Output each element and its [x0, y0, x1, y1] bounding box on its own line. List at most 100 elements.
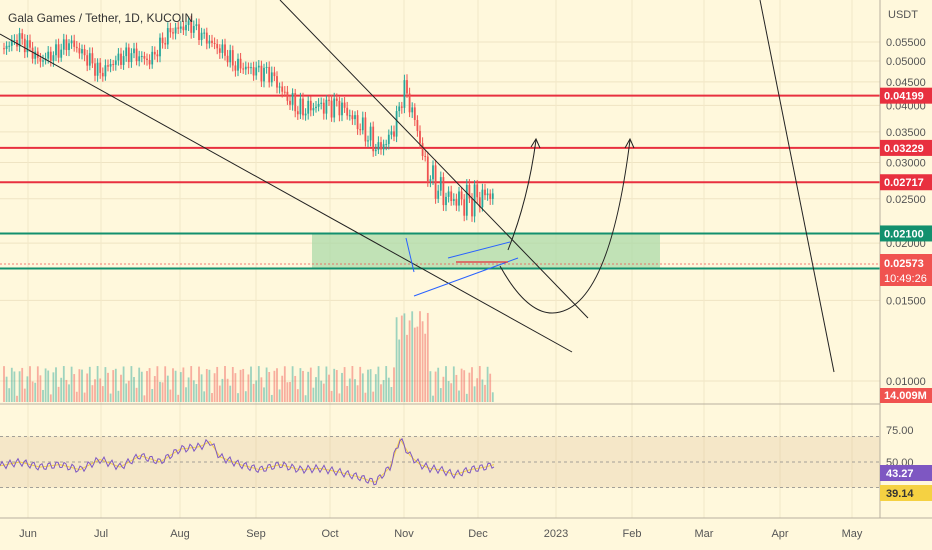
volume-bar — [91, 385, 94, 402]
volume-bar — [361, 373, 364, 402]
price-tick-label: 0.03500 — [886, 127, 926, 139]
rsi-line — [0, 437, 495, 486]
volume-bar — [377, 366, 380, 402]
candle-body — [229, 50, 232, 63]
candle-body — [257, 65, 260, 68]
candle-body — [107, 65, 109, 67]
volume-bar — [226, 378, 229, 402]
volume-bar — [413, 327, 416, 402]
volume-bar — [434, 371, 437, 402]
trendline-far-right[interactable] — [759, 0, 835, 373]
volume-bar — [216, 366, 219, 402]
volume-bar — [18, 371, 21, 402]
volume-bar — [343, 367, 346, 402]
candle-body — [159, 37, 161, 57]
candle-body — [491, 193, 494, 199]
volume-bar — [325, 366, 328, 402]
volume-bar — [322, 383, 325, 402]
candle-body — [372, 126, 375, 152]
candle-body — [21, 33, 24, 39]
candle-body — [112, 64, 115, 66]
candle-body — [278, 86, 281, 88]
volume-bar — [101, 386, 104, 402]
candle-body — [104, 65, 107, 77]
volume-tag-label: 14.009M — [884, 390, 927, 402]
volume-bar — [62, 366, 65, 402]
volume-bar — [203, 391, 206, 402]
candle-body — [153, 51, 156, 55]
candle-body — [289, 100, 291, 105]
time-tick-label: Feb — [623, 528, 642, 540]
volume-bar — [39, 375, 42, 402]
candle-body — [393, 131, 395, 137]
volume-bar — [185, 387, 187, 402]
volume-bar — [86, 373, 89, 402]
candle-body — [374, 149, 377, 152]
projection-cup-arrowhead[interactable] — [624, 137, 635, 149]
volume-bar — [60, 377, 63, 402]
volume-bar — [104, 367, 107, 402]
candle-body — [468, 184, 471, 199]
currency-label: USDT — [888, 9, 918, 21]
candle-body — [31, 47, 34, 59]
volume-bar — [395, 317, 398, 402]
volume-bar — [120, 374, 122, 402]
candle-body — [52, 55, 55, 61]
pennant-channel-upper[interactable] — [447, 241, 511, 259]
candle-body — [242, 68, 245, 70]
volume-bar — [109, 393, 112, 402]
volume-bar — [491, 392, 494, 402]
volume-bar — [122, 366, 125, 402]
candle-body — [81, 49, 83, 54]
price-level-tag — [880, 174, 932, 191]
candle-body — [333, 98, 336, 118]
price-levels — [0, 94, 880, 270]
candle-body — [294, 93, 297, 112]
candle-body — [138, 56, 141, 62]
volume-bar — [83, 392, 86, 402]
candle-body — [99, 62, 102, 73]
projection-cup-curve[interactable] — [499, 139, 631, 314]
candle-body — [83, 49, 86, 56]
candle-body — [367, 140, 369, 142]
volume-bar — [333, 368, 336, 402]
rsi-value-label: 43.27 — [886, 468, 914, 480]
pennant-channel-side[interactable] — [405, 237, 415, 273]
drawings[interactable] — [0, 0, 835, 373]
volume-bar — [164, 366, 167, 402]
volume-bar — [146, 371, 148, 402]
candle-body — [187, 20, 190, 25]
projection-breakout-arrowhead[interactable] — [530, 137, 541, 149]
volume-bar — [57, 386, 60, 402]
candle-body — [8, 45, 11, 47]
volume-bar — [471, 367, 473, 402]
volume-bar — [398, 339, 401, 402]
volume-bar — [421, 321, 424, 402]
volume-bar — [294, 375, 297, 402]
volume-bar — [429, 371, 432, 402]
candle-body — [195, 24, 198, 27]
volume-bar — [302, 370, 304, 402]
volume-bar — [130, 366, 133, 402]
volume-bar — [406, 334, 408, 402]
candle-body — [23, 38, 26, 53]
candle-body — [291, 93, 294, 105]
volume-bar — [179, 372, 182, 402]
candle-body — [224, 44, 226, 56]
projection-breakout-arrow[interactable] — [507, 139, 537, 251]
trendline-lower[interactable] — [0, 33, 573, 353]
pennant-channel-lower[interactable] — [413, 257, 519, 297]
volume-bar — [315, 377, 317, 402]
candle-body — [130, 53, 133, 63]
trendline-upper[interactable] — [279, 0, 589, 319]
volume-bar — [192, 380, 195, 402]
candle-body — [369, 126, 372, 141]
volume-bar — [481, 379, 484, 402]
candle-body — [60, 49, 63, 58]
price-axis-tags: 0.041990.032290.027170.021000.017610.025… — [880, 87, 932, 403]
volume-bar — [182, 367, 185, 402]
volume-bar — [23, 388, 26, 402]
candle-body — [452, 199, 455, 202]
volume-bar — [476, 378, 479, 402]
